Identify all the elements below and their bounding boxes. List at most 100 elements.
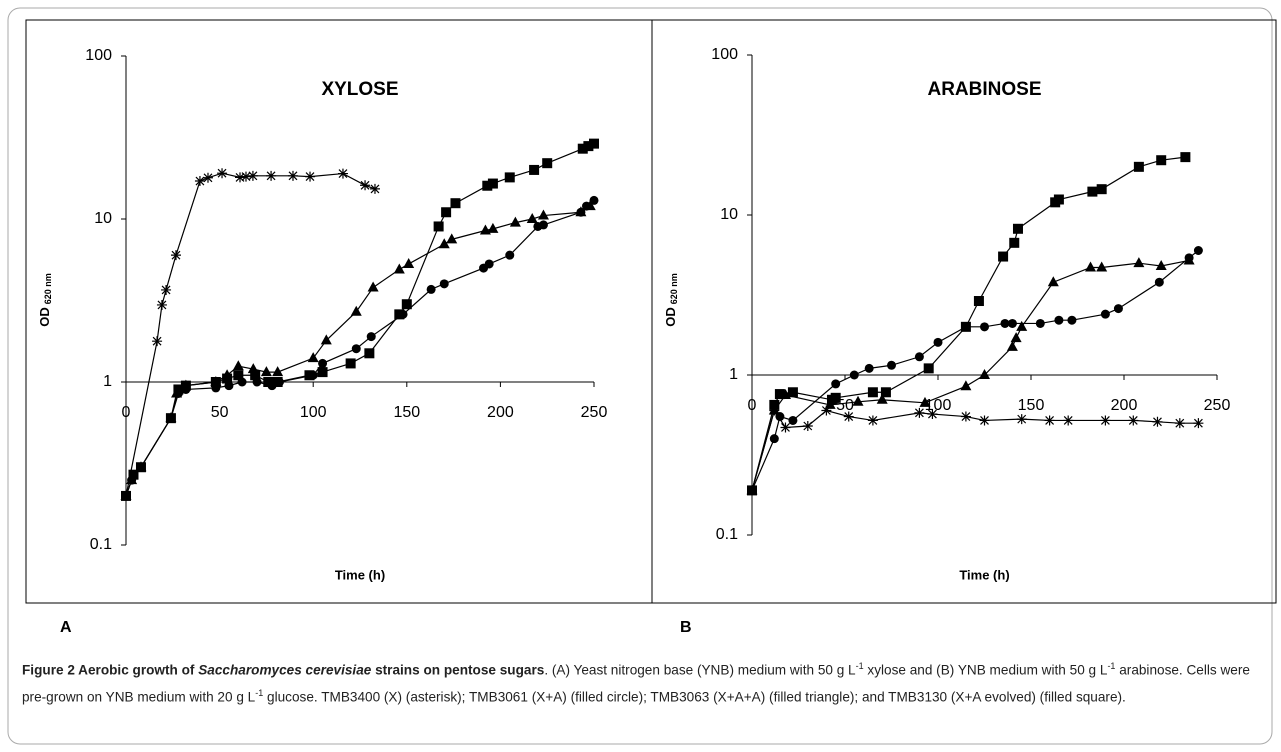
marker — [180, 380, 191, 391]
marker — [1000, 318, 1010, 328]
marker — [1193, 418, 1204, 429]
panel-label: B — [680, 619, 692, 636]
marker — [233, 370, 244, 381]
marker — [867, 415, 878, 426]
marker — [135, 462, 146, 473]
marker — [487, 222, 499, 233]
y-tick-label: 1 — [729, 366, 738, 383]
x-tick-label: 0 — [122, 404, 131, 421]
marker — [484, 259, 494, 269]
marker — [1155, 260, 1167, 271]
caption-text: -1 — [255, 687, 264, 698]
marker — [450, 198, 461, 209]
marker — [152, 336, 163, 347]
marker — [1063, 415, 1074, 426]
y-axis-label-sub: 620 nm — [43, 273, 53, 304]
marker — [1154, 277, 1164, 287]
x-tick-label: 0 — [748, 397, 757, 414]
marker — [1012, 223, 1023, 234]
caption-text: strains on pentose sugars — [371, 662, 545, 678]
marker — [482, 180, 493, 191]
caption-text: . (A) Yeast nitrogen base (YNB) medium w… — [544, 662, 856, 678]
marker — [876, 393, 888, 404]
marker — [1047, 276, 1059, 287]
y-axis-label-main: OD — [663, 307, 678, 327]
marker — [933, 337, 943, 347]
marker — [403, 257, 415, 268]
marker — [802, 421, 813, 432]
marker — [1096, 184, 1107, 195]
marker — [1085, 261, 1097, 272]
marker — [914, 352, 924, 362]
marker — [787, 387, 798, 398]
chart-title: XYLOSE — [321, 79, 398, 100]
marker — [345, 358, 356, 369]
marker — [318, 358, 328, 368]
marker — [1128, 415, 1139, 426]
marker — [165, 413, 176, 424]
caption-text: arabinose. Cells were pre-grown on YNB m… — [22, 662, 1250, 705]
marker — [1010, 332, 1022, 343]
marker — [250, 370, 261, 381]
marker — [170, 250, 181, 261]
y-axis-label: OD 620 nm — [37, 273, 53, 327]
marker — [1180, 152, 1191, 163]
marker — [232, 360, 244, 371]
marker — [260, 366, 272, 377]
marker — [979, 369, 990, 379]
marker — [780, 422, 791, 433]
caption-text: xylose and (B) YNB medium with 50 g L — [863, 662, 1108, 678]
marker — [526, 213, 538, 223]
marker — [1133, 257, 1145, 268]
marker — [1133, 161, 1144, 172]
marker — [202, 172, 213, 183]
marker — [1067, 315, 1077, 325]
marker — [1100, 415, 1111, 426]
marker — [887, 360, 896, 370]
series-line — [125, 143, 595, 497]
caption-text: Figure 2 Aerobic growth of — [22, 662, 199, 678]
marker — [542, 158, 553, 169]
marker — [509, 216, 521, 227]
caption-text: glucose. TMB3400 (X) (asterisk); TMB3061… — [263, 689, 1126, 705]
marker — [821, 405, 832, 416]
marker — [194, 176, 205, 187]
y-axis-label: OD 620 nm — [663, 273, 679, 327]
y-tick-label: 100 — [711, 46, 738, 63]
marker — [849, 370, 859, 380]
marker — [393, 263, 405, 274]
marker — [247, 170, 258, 181]
marker — [1009, 237, 1020, 248]
marker — [583, 141, 594, 152]
marker — [210, 377, 221, 387]
marker — [880, 387, 891, 398]
marker — [919, 396, 931, 407]
x-tick-label: 100 — [925, 397, 952, 414]
marker — [1152, 416, 1163, 427]
marker — [538, 220, 548, 230]
panel-box — [25, 19, 653, 604]
caption-text: Saccharomyces cerevisiae — [198, 662, 372, 678]
caption-text: -1 — [1107, 661, 1116, 671]
marker — [487, 178, 498, 189]
x-tick-label: 150 — [1018, 397, 1045, 414]
marker — [317, 367, 328, 378]
x-tick-label: 150 — [393, 404, 420, 421]
marker — [360, 180, 371, 191]
frame — [7, 7, 1273, 745]
x-axis-label: Time (h) — [959, 567, 1009, 582]
marker — [867, 387, 878, 398]
marker — [788, 415, 798, 425]
marker — [923, 363, 934, 374]
series-line — [751, 250, 1199, 491]
marker — [128, 469, 139, 480]
marker — [441, 207, 452, 218]
marker — [577, 143, 588, 154]
marker — [364, 348, 375, 359]
marker — [575, 206, 587, 217]
marker — [433, 221, 444, 232]
marker — [426, 284, 436, 294]
marker — [960, 380, 972, 391]
marker — [304, 370, 315, 381]
